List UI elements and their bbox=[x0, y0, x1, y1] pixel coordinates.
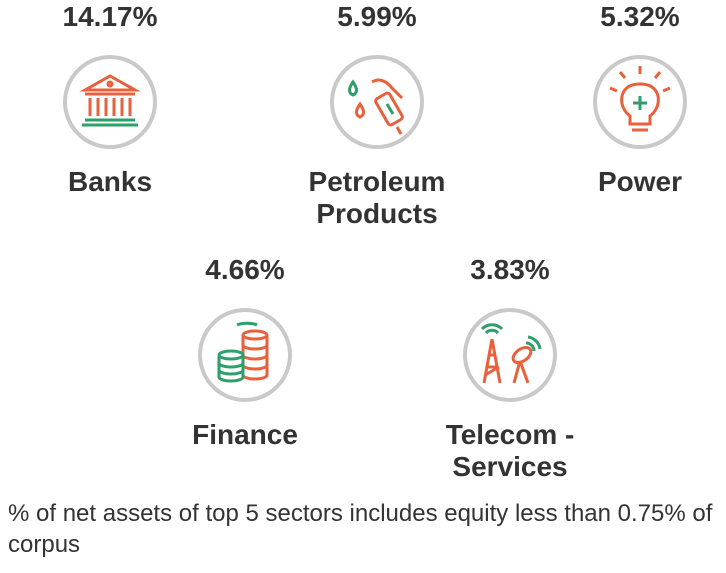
sector-share: 5.99% bbox=[337, 1, 417, 32]
sector-name: Telecom - Services bbox=[445, 419, 575, 482]
footnote: % of net assets of top 5 sectors include… bbox=[8, 500, 713, 558]
sector-name: Power bbox=[597, 166, 683, 197]
coins-icon bbox=[198, 308, 292, 402]
sector-card: 14.17% Banks bbox=[10, 0, 210, 198]
sector-name: Petroleum Products bbox=[308, 166, 446, 229]
sector-card: 4.66% Finance bbox=[145, 253, 345, 451]
bulb-icon bbox=[593, 55, 687, 149]
sector-share: 5.32% bbox=[600, 1, 680, 32]
sector-name: Finance bbox=[192, 419, 298, 450]
sector-name: Banks bbox=[67, 166, 153, 197]
sector-share: 14.17% bbox=[62, 1, 158, 32]
sector-share: 3.83% bbox=[470, 254, 550, 285]
bank-icon bbox=[63, 55, 157, 149]
telecom-icon bbox=[463, 308, 557, 402]
sector-card: 5.32% Power bbox=[540, 0, 726, 198]
sector-card: 3.83% Telecom - Services bbox=[410, 253, 610, 483]
sector-share: 4.66% bbox=[205, 254, 285, 285]
sector-card: 5.99% Petroleum Products bbox=[277, 0, 477, 230]
fuel-icon bbox=[330, 55, 424, 149]
